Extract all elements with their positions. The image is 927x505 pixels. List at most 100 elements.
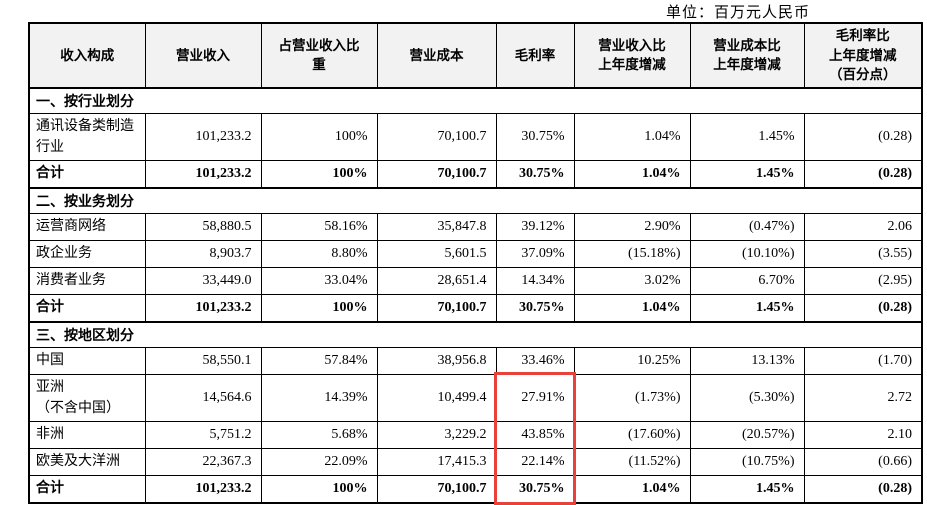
table-cell: (15.18%) (573, 239, 691, 268)
table-cell: (0.28) (803, 112, 923, 161)
table-cell: 43.85% (495, 420, 575, 449)
unit-label: 单位：百万元人民币 (665, 5, 810, 21)
row-label: 运营商网络 (28, 212, 146, 241)
table-cell: 8.80% (260, 239, 378, 268)
table-cell: 1.45% (689, 159, 805, 189)
column-header: 营业成本 (376, 22, 497, 89)
table-cell: 70,100.7 (376, 159, 497, 189)
table-cell: 35,847.8 (376, 212, 497, 241)
table-row: 政企业务 8,903.7 8.80% 5,601.5 37.09% (15.18%) (10… (28, 239, 923, 268)
table-cell: (20.57%) (689, 420, 805, 449)
table-cell: (17.60%) (573, 420, 691, 449)
table-cell: 22.09% (260, 447, 378, 476)
table-cell: (0.28) (803, 474, 923, 504)
table-cell: 100% (260, 159, 378, 189)
table-row: 非洲 5,751.2 5.68% 3,229.2 43.85% (17.60%) (20.5… (28, 420, 923, 449)
table-row: 消费者业务 33,449.0 33.04% 28,651.4 14.34% 3.02% 6.… (28, 266, 923, 295)
table-cell: 22.14% (495, 447, 575, 476)
revenue-composition-table: 收入构成 营业收入 占营业收入比 重营业成本 毛利率 营业收入比 上年度增减 营业成本比 … (28, 22, 923, 504)
table-cell: 14,564.6 (144, 373, 262, 422)
table-cell: 2.72 (803, 373, 923, 422)
table-cell: 39.12% (495, 212, 575, 241)
table-cell: 70,100.7 (376, 474, 497, 504)
section-row: 二、按业务划分 (28, 186, 923, 214)
table-cell: 100% (260, 112, 378, 161)
table-cell: 14.39% (260, 373, 378, 422)
table-cell: 2.10 (803, 420, 923, 449)
section-title: 一、按行业划分 (28, 86, 923, 114)
table-cell: (0.28) (803, 293, 923, 323)
column-header: 收入构成 (28, 22, 146, 89)
table-cell: 22,367.3 (144, 447, 262, 476)
table-cell: (0.28) (803, 159, 923, 189)
table-row: 亚洲（不含中国） 14,564.6 14.39% 10,499.4 27.91% (1.7… (28, 373, 923, 422)
table-cell: 100% (260, 293, 378, 323)
table-cell: 101,233.2 (144, 293, 262, 323)
row-label: 中国 (28, 346, 146, 375)
table-cell: 101,233.2 (144, 112, 262, 161)
table-cell: 1.45% (689, 474, 805, 504)
table-row: 通讯设备类制造 行业 101,233.2 100% 70,100.7 30.75% 1.0… (28, 112, 923, 161)
total-row: 合计 101,233.2 100% 70,100.7 30.75% 1.04% 1.45%(… (28, 293, 923, 323)
section-title: 三、按地区划分 (28, 320, 923, 348)
section-row: 三、按地区划分 (28, 320, 923, 348)
table-cell: 30.75% (495, 159, 575, 189)
table-cell: 30.75% (495, 474, 575, 504)
table-cell: 27.91% (495, 373, 575, 422)
total-row: 合计 101,233.2 100% 70,100.7 30.75% 1.04% 1.45%(… (28, 159, 923, 189)
table-cell: 58.16% (260, 212, 378, 241)
column-header: 毛利率 (495, 22, 575, 89)
row-label: 亚洲（不含中国） (28, 373, 146, 422)
table-cell: (11.52%) (573, 447, 691, 476)
table-cell: 58,880.5 (144, 212, 262, 241)
table-cell: 70,100.7 (376, 112, 497, 161)
table-header-row: 收入构成 营业收入 占营业收入比 重营业成本 毛利率 营业收入比 上年度增减 营业成本比 … (28, 22, 923, 89)
table-row: 欧美及大洋洲 22,367.3 22.09% 17,415.3 22.14% (11.52… (28, 447, 923, 476)
table-cell: 5,751.2 (144, 420, 262, 449)
table-cell: (3.55) (803, 239, 923, 268)
table-cell: 14.34% (495, 266, 575, 295)
table-cell: 1.45% (689, 293, 805, 323)
column-header: 毛利率比 上年度增减 （百分点） (803, 22, 923, 89)
table-cell: 28,651.4 (376, 266, 497, 295)
section-row: 一、按行业划分 (28, 86, 923, 114)
row-label: 欧美及大洋洲 (28, 447, 146, 476)
table-cell: 1.04% (573, 112, 691, 161)
table-cell: 1.04% (573, 474, 691, 504)
total-row: 合计 101,233.2 100% 70,100.7 30.75% 1.04% 1.45%(… (28, 474, 923, 504)
table-cell: (2.95) (803, 266, 923, 295)
row-label: 合计 (28, 293, 146, 323)
column-header: 占营业收入比 重 (260, 22, 378, 89)
table-cell: 38,956.8 (376, 346, 497, 375)
row-label: 合计 (28, 159, 146, 189)
column-header: 营业成本比 上年度增减 (689, 22, 805, 89)
table-cell: 10,499.4 (376, 373, 497, 422)
table-cell: 101,233.2 (144, 474, 262, 504)
table-cell: 10.25% (573, 346, 691, 375)
table-cell: (10.75%) (689, 447, 805, 476)
row-label: 非洲 (28, 420, 146, 449)
table-cell: (0.66) (803, 447, 923, 476)
table-cell: 1.04% (573, 293, 691, 323)
table-cell: (1.73%) (573, 373, 691, 422)
table-cell: 17,415.3 (376, 447, 497, 476)
row-label: 通讯设备类制造 行业 (28, 112, 146, 161)
row-label: 消费者业务 (28, 266, 146, 295)
table-cell: 57.84% (260, 346, 378, 375)
table-cell: (10.10%) (689, 239, 805, 268)
table-cell: 30.75% (495, 112, 575, 161)
table-cell: 37.09% (495, 239, 575, 268)
table-cell: (5.30%) (689, 373, 805, 422)
table-cell: 3.02% (573, 266, 691, 295)
table-cell: 70,100.7 (376, 293, 497, 323)
table-row: 运营商网络 58,880.5 58.16% 35,847.8 39.12% 2.90% (0… (28, 212, 923, 241)
table-cell: 100% (260, 474, 378, 504)
table-cell: 1.45% (689, 112, 805, 161)
table-cell: 6.70% (689, 266, 805, 295)
table-cell: 30.75% (495, 293, 575, 323)
column-header: 营业收入比 上年度增减 (573, 22, 691, 89)
table-cell: (1.70) (803, 346, 923, 375)
section-title: 二、按业务划分 (28, 186, 923, 214)
column-header: 营业收入 (144, 22, 262, 89)
table-cell: 33.46% (495, 346, 575, 375)
